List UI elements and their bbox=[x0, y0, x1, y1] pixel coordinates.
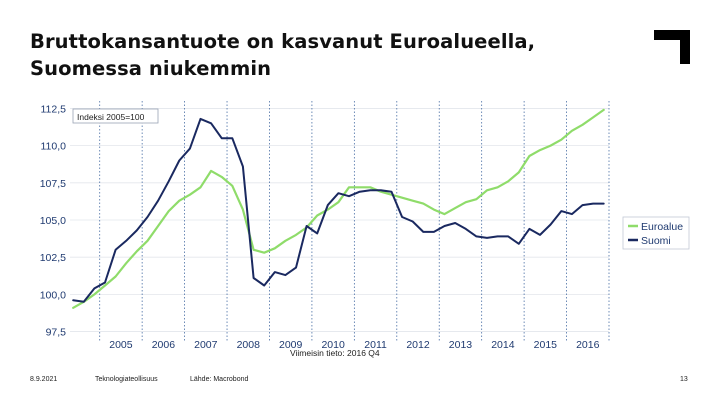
y-axis-tick-labels: 97,5 100,0 102,5 105,0 107,5 110,0 112,5 bbox=[40, 103, 66, 338]
data-series bbox=[72, 108, 605, 309]
index-label-box bbox=[72, 108, 159, 124]
y-tick-label: 102,5 bbox=[40, 252, 66, 264]
series-line-euroalue bbox=[72, 108, 605, 309]
slide-title: Bruttokansantuote on kasvanut Euroalueel… bbox=[30, 28, 610, 82]
footer-page-number: 13 bbox=[680, 376, 688, 383]
footer-organization: Teknologiateollisuus bbox=[95, 376, 158, 383]
x-tick-label: 2011 bbox=[364, 339, 387, 351]
y-tick-label: 100,0 bbox=[40, 289, 66, 301]
x-tick-label: 2010 bbox=[321, 339, 345, 351]
y-tick-label: 107,5 bbox=[40, 178, 66, 190]
x-tick-label: 2006 bbox=[152, 339, 176, 351]
plot-area-background bbox=[70, 101, 609, 342]
legend-label-euroalue: Euroalue bbox=[641, 221, 683, 233]
footer-source: Lähde: Macrobond bbox=[190, 376, 249, 383]
x-tick-label: 2012 bbox=[406, 339, 430, 351]
x-tick-label: 2016 bbox=[576, 339, 600, 351]
series-line-suomi bbox=[72, 117, 605, 303]
y-tick-label: 105,0 bbox=[40, 215, 66, 227]
x-tick-label: 2005 bbox=[109, 339, 133, 351]
x-tick-label: 2008 bbox=[237, 339, 261, 351]
y-tick-label: 110,0 bbox=[41, 141, 67, 153]
slide-title-line-2: Suomessa niukemmin bbox=[30, 57, 272, 80]
slide-title-line-1: Bruttokansantuote on kasvanut Euroalueel… bbox=[30, 30, 536, 53]
horizontal-gridlines bbox=[70, 108, 609, 332]
legend-label-suomi: Suomi bbox=[641, 235, 671, 247]
legend: Euroalue Suomi bbox=[622, 216, 690, 250]
teknologiateollisuus-logo bbox=[654, 30, 690, 64]
footer-date: 8.9.2021 bbox=[30, 376, 58, 383]
x-tick-label: 2014 bbox=[491, 339, 515, 351]
x-tick-label: 2007 bbox=[194, 339, 218, 351]
y-tick-label: 112,5 bbox=[41, 103, 67, 115]
legend-box bbox=[622, 216, 690, 250]
y-tick-label: 97,5 bbox=[46, 327, 67, 339]
x-axis-tick-labels: 2005 2006 2007 2008 2009 2010 2011 2012 2013 2014… bbox=[109, 339, 599, 351]
x-tick-label: 2009 bbox=[279, 339, 303, 351]
x-tick-label: 2015 bbox=[534, 339, 558, 351]
x-tick-label: 2013 bbox=[449, 339, 473, 351]
index-label: Indeksi 2005=100 bbox=[77, 112, 145, 122]
latest-data-note: Viimeisin tieto: 2016 Q4 bbox=[290, 348, 380, 358]
